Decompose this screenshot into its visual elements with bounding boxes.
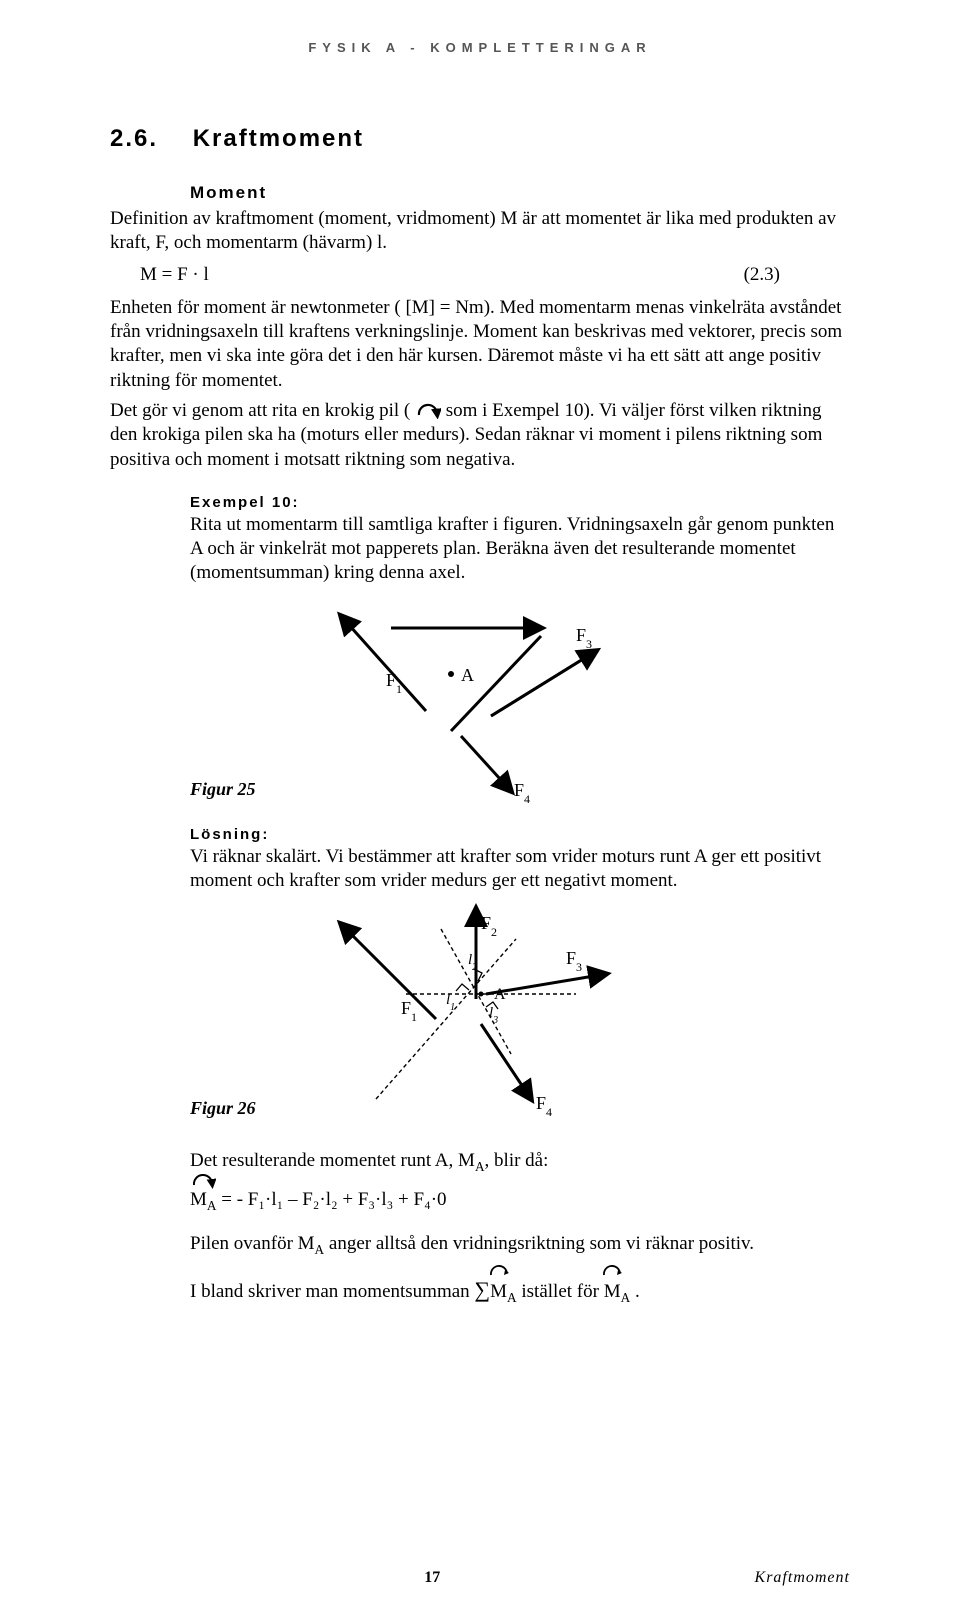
explain-arc-post: anger alltså den vridningsriktning som v… <box>329 1233 754 1254</box>
figure-25-caption: Figur 25 <box>190 779 256 800</box>
main-equation: M = F · l <box>140 264 209 286</box>
sum-a2: A <box>621 1290 631 1305</box>
explain-arc-pre: Pilen ovanför M <box>190 1233 315 1254</box>
arrow-paragraph-pre: Det gör vi genom att rita en krokig pil … <box>110 400 410 421</box>
fig26-label-f2: F2 <box>481 913 497 939</box>
page: FYSIK A - KOMPLETTERINGAR 2.6. Kraftmome… <box>0 0 960 1617</box>
example-text: Rita ut momentarm till samtliga krafter … <box>190 513 840 586</box>
main-equation-row: M = F · l (2.3) <box>140 264 780 286</box>
sum-period: . <box>635 1281 640 1302</box>
section-title: 2.6. Kraftmoment <box>110 125 850 153</box>
fig25-label-f4: F4 <box>514 780 530 806</box>
fig26-label-l1: l1 <box>446 992 455 1013</box>
page-footer: 17 Kraftmoment <box>110 1569 850 1587</box>
footer-section: Kraftmoment <box>755 1569 850 1587</box>
result-post: , blir då: <box>485 1150 549 1171</box>
fig26-label-f1: F1 <box>401 998 417 1024</box>
fig26-label-f4: F4 <box>536 1093 552 1119</box>
arrow-paragraph: Det gör vi genom att rita en krokig pil … <box>110 399 850 472</box>
fig25-label-f1: F1 <box>386 670 402 696</box>
arc-over-sum-icon <box>488 1264 510 1278</box>
curved-arrow-icon <box>415 401 441 419</box>
arc-over-sum2-icon <box>601 1264 623 1278</box>
fig26-label-a: A <box>494 986 506 1003</box>
result-sub: A <box>475 1159 485 1174</box>
moment-eq-a: A <box>207 1198 217 1213</box>
figure-26-svg: F2 F1 F3 F4 A l1 l2 l3 <box>286 899 626 1129</box>
example-block: Exempel 10: Rita ut momentarm till samtl… <box>190 494 840 1306</box>
page-number: 17 <box>424 1569 440 1587</box>
arc-over-m-icon <box>190 1173 216 1189</box>
fig25-label-a: A <box>461 665 474 685</box>
fig26-label-f3: F3 <box>566 948 582 974</box>
moment-eq-lhs: MA <box>190 1189 217 1214</box>
section-heading: Kraftmoment <box>193 125 364 152</box>
figure-26-caption: Figur 26 <box>190 1098 256 1119</box>
sum-m2: M <box>604 1280 621 1304</box>
moment-eq-rhs: = - F₁·l₁ – F₂·l₂ + F₃·l₃ + F₄·0 <box>217 1189 447 1210</box>
figure-25-svg: F1 F3 A F4 <box>286 596 616 806</box>
units-paragraph: Enheten för moment är newtonmeter ( [M] … <box>110 296 850 393</box>
figure-26-row: Figur 26 <box>190 899 840 1129</box>
moment-eq-m: M <box>190 1189 207 1210</box>
explain-arc-sub: A <box>315 1242 325 1257</box>
solution-text: Vi räknar skalärt. Vi bestämmer att kraf… <box>190 845 840 894</box>
sum-sigma: ∑ <box>474 1277 490 1302</box>
moment-equation: MA = - F₁·l₁ – F₂·l₂ + F₃·l₃ + F₄·0 <box>190 1189 840 1214</box>
figure-25-row: Figur 25 <box>190 596 840 806</box>
main-equation-number: (2.3) <box>744 264 780 286</box>
subheading-moment: Moment <box>190 183 850 203</box>
sum-m1-text: M <box>490 1281 507 1302</box>
explain-arc: Pilen ovanför MA anger alltså den vridni… <box>190 1232 840 1258</box>
solution-label: Lösning: <box>190 826 840 843</box>
sum-sentence: I bland skriver man momentsumman ∑ M A i… <box>190 1276 840 1306</box>
sum-pre: I bland skriver man momentsumman <box>190 1281 474 1302</box>
sum-m2-text: M <box>604 1281 621 1302</box>
result-sentence: Det resulterande momentet runt A, MA, bl… <box>190 1149 840 1175</box>
sum-a1: A <box>507 1290 517 1305</box>
example-label: Exempel 10: <box>190 494 840 511</box>
intro-paragraph: Definition av kraftmoment (moment, vridm… <box>110 207 850 256</box>
section-number: 2.6. <box>110 125 158 152</box>
sum-mid: istället för <box>521 1281 603 1302</box>
sum-m1: M <box>490 1280 507 1304</box>
running-head: FYSIK A - KOMPLETTERINGAR <box>110 40 850 55</box>
fig25-label-f3: F3 <box>576 625 592 651</box>
result-pre: Det resulterande momentet runt A, M <box>190 1150 475 1171</box>
